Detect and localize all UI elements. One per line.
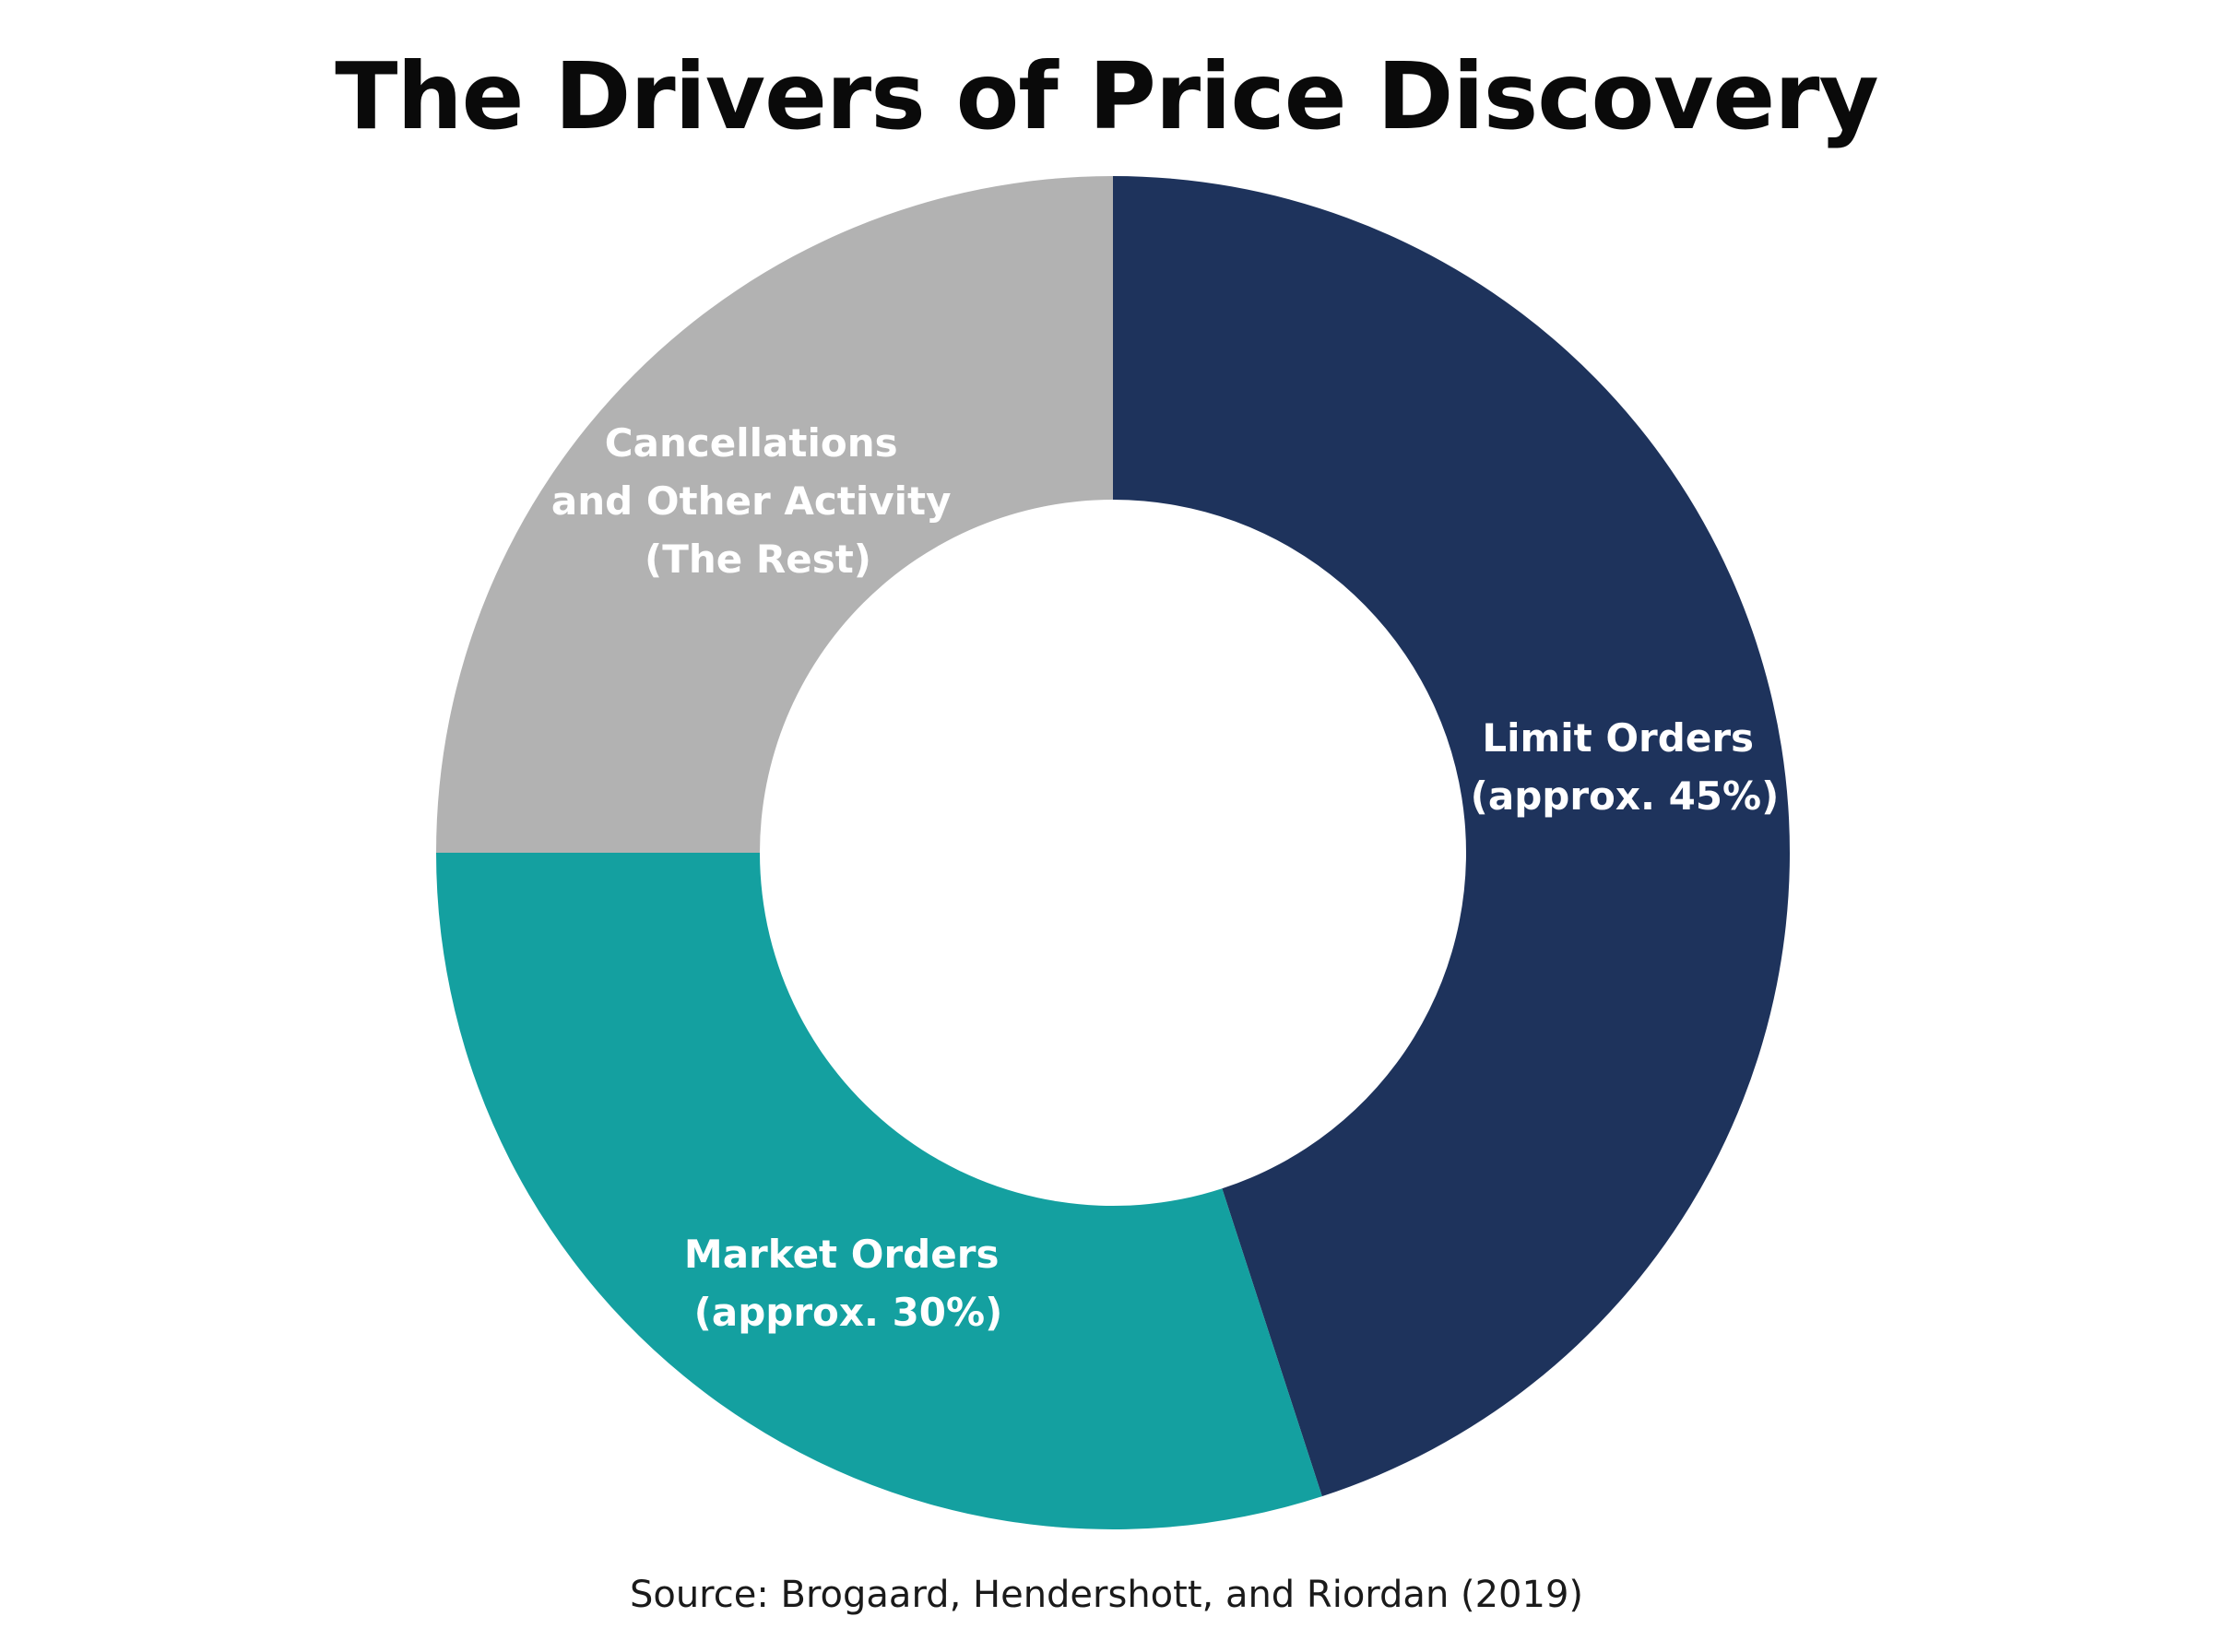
label-market-orders-line2: (approx. 30%)	[694, 1290, 1003, 1335]
label-market-orders: Market Orders (approx. 30%)	[684, 1232, 1012, 1335]
label-cancellations-line1: Cancellations	[605, 420, 898, 466]
label-cancellations-line2: and Other Activity	[551, 478, 952, 524]
slice-limit-orders	[1113, 176, 1790, 1497]
label-cancellations-line3: (The Rest)	[645, 537, 871, 582]
label-limit-orders-line2: (approx. 45%)	[1471, 773, 1780, 819]
label-limit-orders: Limit Orders (approx. 45%)	[1471, 715, 1780, 819]
chart-source: Source: Brogaard, Hendershott, and Riord…	[629, 1574, 1584, 1616]
slice-cancellations	[436, 176, 1113, 853]
label-limit-orders-line1: Limit Orders	[1482, 715, 1754, 761]
slice-market-orders	[436, 853, 1322, 1529]
label-cancellations: Cancellations and Other Activity (The Re…	[551, 420, 964, 582]
label-market-orders-line1: Market Orders	[684, 1232, 1000, 1277]
chart-title: The Drivers of Price Discovery	[335, 42, 1878, 150]
